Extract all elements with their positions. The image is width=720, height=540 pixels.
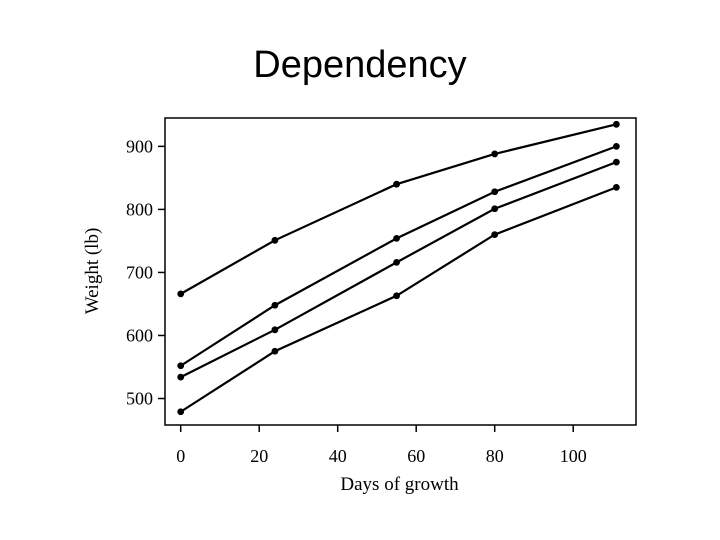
y-tick-label: 900 xyxy=(126,136,153,156)
data-point xyxy=(612,120,620,128)
x-tick-label: 20 xyxy=(250,446,268,466)
y-tick-label: 800 xyxy=(126,199,153,219)
data-point xyxy=(491,231,499,239)
series-4 xyxy=(177,183,620,416)
data-point xyxy=(491,205,499,213)
data-point xyxy=(491,150,499,158)
series-2 xyxy=(177,142,620,370)
x-tick-label: 0 xyxy=(176,446,185,466)
series-1 xyxy=(177,120,620,298)
data-point xyxy=(393,235,400,242)
data-point xyxy=(177,373,185,381)
x-tick-label: 80 xyxy=(486,446,504,466)
series-3 xyxy=(177,158,620,381)
x-tick-label: 40 xyxy=(329,446,347,466)
series-line xyxy=(180,123,617,295)
series-line xyxy=(180,161,617,379)
series-layer xyxy=(177,120,620,416)
data-point xyxy=(177,408,185,416)
data-point xyxy=(612,158,620,166)
data-point xyxy=(271,326,279,334)
y-axis-label: Weight (lb) xyxy=(82,228,103,315)
y-tick-label: 500 xyxy=(126,389,153,409)
data-point xyxy=(491,188,499,196)
data-point xyxy=(612,142,620,150)
data-point xyxy=(271,236,279,244)
y-tick-label: 600 xyxy=(126,325,153,345)
data-point xyxy=(177,290,185,298)
data-point xyxy=(177,362,185,370)
x-axis: 0 20 40 60 80 100 xyxy=(176,425,587,466)
x-axis-label: Days of growth xyxy=(340,474,459,495)
data-point xyxy=(393,180,400,188)
y-axis: 500 600 700 800 900 xyxy=(126,136,165,409)
series-line xyxy=(180,186,617,413)
data-point xyxy=(393,292,400,300)
data-point xyxy=(393,258,400,266)
plot-frame xyxy=(164,117,637,426)
x-tick-label: 60 xyxy=(407,446,425,466)
x-tick-label: 100 xyxy=(560,446,587,466)
data-point xyxy=(612,183,620,191)
data-point xyxy=(271,301,279,309)
data-point xyxy=(271,347,279,355)
y-tick-label: 700 xyxy=(126,262,153,282)
slide-title: Dependency xyxy=(253,44,467,86)
